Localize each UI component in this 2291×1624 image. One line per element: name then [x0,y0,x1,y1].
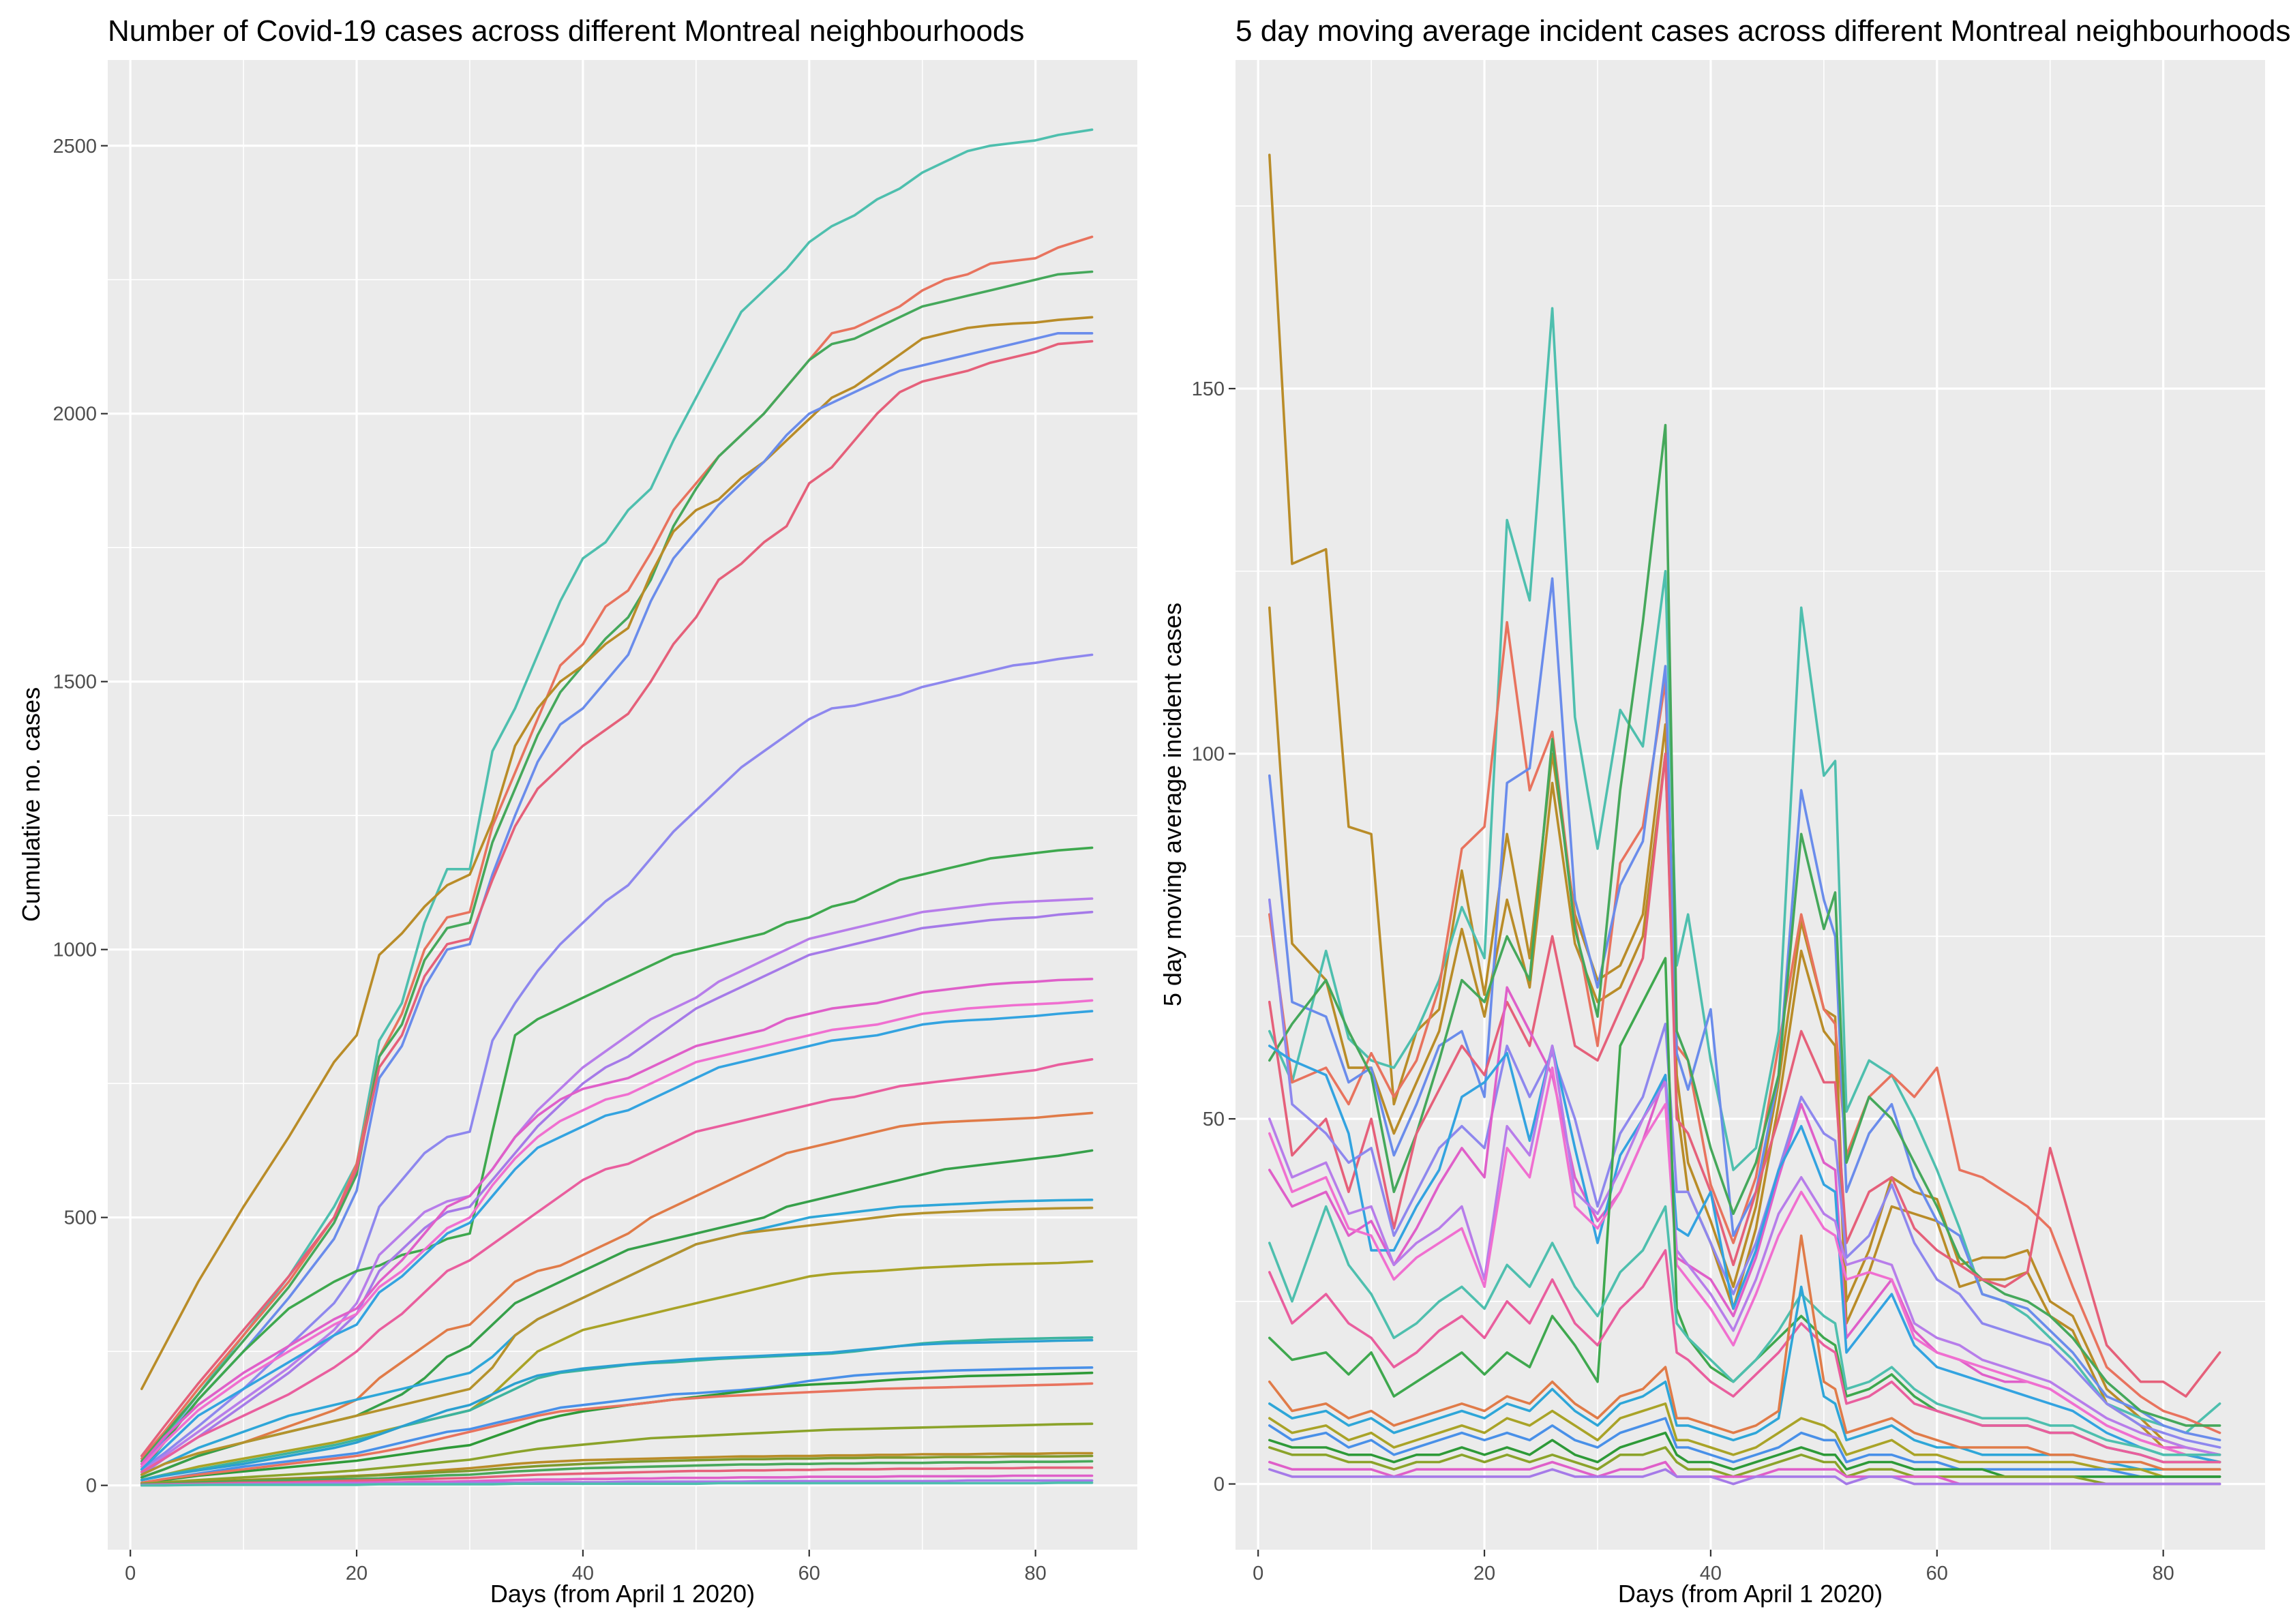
y-tick-label: 500 [64,1207,97,1229]
series-line-7 [1268,752,2221,1398]
y-tick-label: 1000 [53,939,97,961]
x-tick-label: 20 [346,1563,368,1584]
y-tick-label: 1500 [53,672,97,693]
x-tick-label: 60 [1926,1563,1948,1584]
right-chart-panel: 5 day moving average incident cases acro… [1158,14,2290,1608]
series-line-29 [140,1466,1094,1486]
left-chart-title: Number of Covid-19 cases across differen… [108,14,1024,48]
x-tick-label: 80 [2153,1563,2174,1584]
right-y-axis-title: 5 day moving average incident cases [1158,603,1186,1006]
x-tick-label: 60 [798,1563,820,1584]
series-line-22 [140,1366,1094,1484]
right-chart-title: 5 day moving average incident cases acro… [1236,14,2290,48]
series-line-9 [140,897,1094,1473]
series-line-18 [1268,1402,2221,1478]
series-line-6 [140,340,1094,1458]
series-line-2 [140,235,1094,1460]
series-line-21 [140,1338,1094,1482]
left-x-axis-title: Days (from April 1 2020) [490,1580,755,1608]
left-plot-area [108,60,1137,1550]
y-tick-label: 50 [1203,1109,1225,1130]
series-line-15 [1268,1249,2221,1464]
right-plot-area [1236,60,2265,1550]
y-tick-label: 0 [86,1475,97,1497]
series-line-27 [140,1454,1094,1486]
series-line-4 [140,316,1094,1390]
series-line-25 [140,1422,1094,1486]
y-tick-label: 100 [1192,744,1225,766]
series-line-12 [140,999,1094,1468]
series-line-1 [1268,153,2221,1456]
right-x-axis-title: Days (from April 1 2020) [1618,1580,1883,1608]
left-y-axis-title: Cumulative no. cases [17,687,45,922]
series-line-8 [140,846,1094,1471]
series-line-11 [140,978,1094,1465]
y-tick-label: 2000 [53,404,97,425]
series-line-16 [140,1149,1094,1479]
series-line-8 [1268,898,2221,1449]
series-line-28 [140,1460,1094,1486]
x-tick-label: 0 [125,1563,136,1584]
series-line-19 [1268,1417,2221,1478]
series-line-11 [1268,1044,2221,1456]
y-tick-label: 150 [1192,378,1225,400]
series-line-14 [140,1058,1094,1473]
y-tick-label: 0 [1214,1474,1225,1496]
series-line-24 [140,1382,1094,1484]
series-line-14 [1268,1205,2221,1456]
series-line-32 [140,1482,1094,1487]
right-axes: 0 20 40 60 80 0 50 100 150 [1192,378,2174,1584]
series-line-4 [1268,620,2221,1434]
left-axes: 0 20 40 60 80 0 500 1000 1500 2000 2500 [53,136,1046,1584]
series-line-19 [140,1260,1094,1482]
x-tick-label: 20 [1473,1563,1495,1584]
series-line-10 [1268,1044,2221,1464]
series-line-5 [1268,577,2221,1442]
series-line-15 [140,1111,1094,1479]
series-line-6 [1268,423,2221,1427]
series-line-13 [140,1010,1094,1471]
series-line-23 [1268,1468,2221,1486]
right-gridlines [1236,60,2265,1550]
x-tick-label: 40 [1700,1563,1722,1584]
left-series-lines [140,128,1094,1487]
x-tick-label: 0 [1253,1563,1263,1584]
series-line-5 [140,331,1094,1465]
left-chart-panel: Number of Covid-19 cases across differen… [17,14,1137,1608]
series-line-16 [1268,1285,2221,1471]
series-line-18 [140,1206,1094,1476]
series-line-12 [1268,1066,2221,1456]
x-tick-label: 40 [572,1563,594,1584]
y-tick-label: 2500 [53,136,97,157]
series-line-17 [1268,1234,2221,1471]
series-line-7 [140,653,1094,1471]
right-series-lines [1268,153,2221,1486]
x-tick-label: 80 [1025,1563,1047,1584]
